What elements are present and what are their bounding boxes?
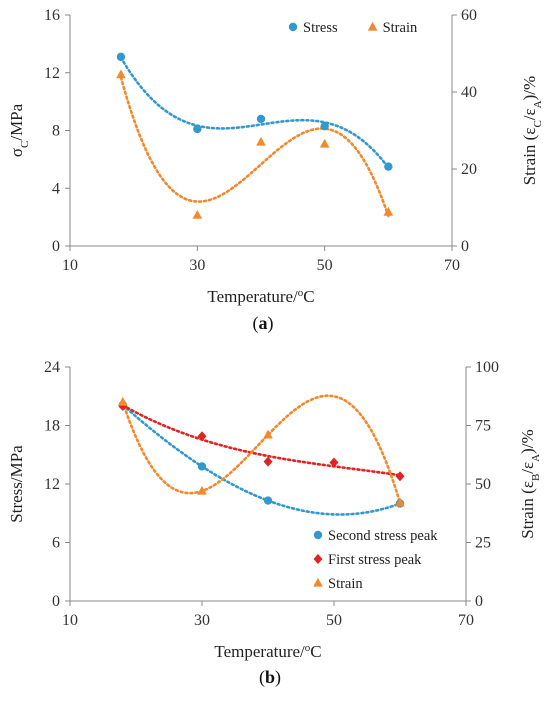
y2-tick-label: 75 (475, 418, 491, 435)
y2-tick-label: 20 (461, 161, 477, 178)
legend-label: Strain (383, 20, 418, 36)
data-point (197, 462, 207, 471)
y2-tick-label: 100 (475, 359, 499, 376)
y-tick-label: 16 (44, 7, 60, 24)
legend-marker (313, 554, 323, 564)
data-point (329, 457, 339, 468)
y2-axis-label: Strain (εC/εA)/% (520, 76, 544, 185)
y2-tick-label: 50 (475, 476, 491, 493)
y2-tick-label: 40 (461, 84, 477, 101)
data-point (256, 114, 266, 124)
legend: Stress Strain (288, 20, 418, 36)
data-point (395, 471, 405, 482)
y2-tick-label: 25 (475, 535, 491, 552)
legend-label: Second stress peak (328, 528, 438, 544)
trend-line-1 (119, 76, 390, 218)
chart-panel-a: 10 30 50 7004812160204060Temperature/oCσC/M… (7, 7, 544, 334)
x-axis-label: Temperature/oC (207, 287, 314, 306)
data-point (384, 162, 393, 171)
y2-tick-label: 60 (461, 7, 477, 24)
data-point (116, 69, 126, 79)
y-axis-label: σC/MPa (7, 103, 31, 157)
y2-tick-label: 0 (475, 593, 483, 610)
legend-marker (288, 22, 298, 32)
data-point (197, 485, 207, 495)
data-point (197, 431, 207, 442)
data-point (263, 429, 273, 439)
trend-line-0 (119, 56, 390, 169)
data-point (116, 52, 126, 62)
y-tick-label: 12 (44, 65, 60, 82)
trend-line-2 (121, 394, 402, 505)
y-tick-label: 4 (52, 180, 60, 197)
y-tick-label: 8 (52, 123, 60, 140)
y-tick-label: 0 (52, 238, 60, 255)
trend-line-0 (121, 403, 402, 516)
legend-marker (313, 577, 323, 587)
x-tick-label: 70 (444, 257, 460, 274)
data-point (256, 136, 266, 146)
x-tick-label: 50 (317, 257, 333, 274)
legend-marker (313, 530, 323, 540)
data-point (263, 456, 273, 467)
data-point (193, 124, 202, 134)
y-tick-label: 6 (52, 535, 60, 552)
legend: Second stress peak First stress peak Strai… (313, 528, 438, 592)
legend-label: Strain (328, 576, 363, 592)
panel-label: (a) (253, 313, 274, 334)
x-tick-label: 30 (189, 257, 205, 274)
y-tick-label: 24 (44, 359, 60, 376)
x-tick-label: 70 (458, 612, 474, 629)
x-axis-label: Temperature/oC (214, 642, 321, 661)
legend-marker (367, 21, 378, 31)
y2-axis-label: Strain (εB/εA)/% (518, 429, 542, 538)
data-point (263, 496, 273, 505)
chart-panel-b: 10 30 50 70061218240255075100Temperature/oC… (7, 359, 542, 688)
x-tick-label: 30 (194, 612, 210, 629)
data-point (395, 497, 405, 507)
panel-label: (b) (259, 667, 281, 688)
data-point (192, 210, 203, 219)
y-tick-label: 18 (44, 418, 60, 435)
data-point (320, 121, 329, 131)
x-tick-label: 10 (62, 257, 78, 274)
data-point (319, 138, 330, 148)
y-tick-label: 0 (52, 593, 60, 610)
x-tick-label: 10 (62, 612, 78, 629)
legend-label: Stress (303, 20, 338, 36)
legend-label: First stress peak (328, 552, 422, 568)
y-axis-label: Stress/MPa (7, 445, 26, 523)
trend-line-1 (121, 404, 402, 477)
data-point (383, 206, 394, 216)
y-tick-label: 12 (44, 476, 60, 493)
x-tick-label: 50 (326, 612, 342, 629)
y2-tick-label: 0 (461, 238, 469, 255)
data-point (118, 396, 128, 406)
